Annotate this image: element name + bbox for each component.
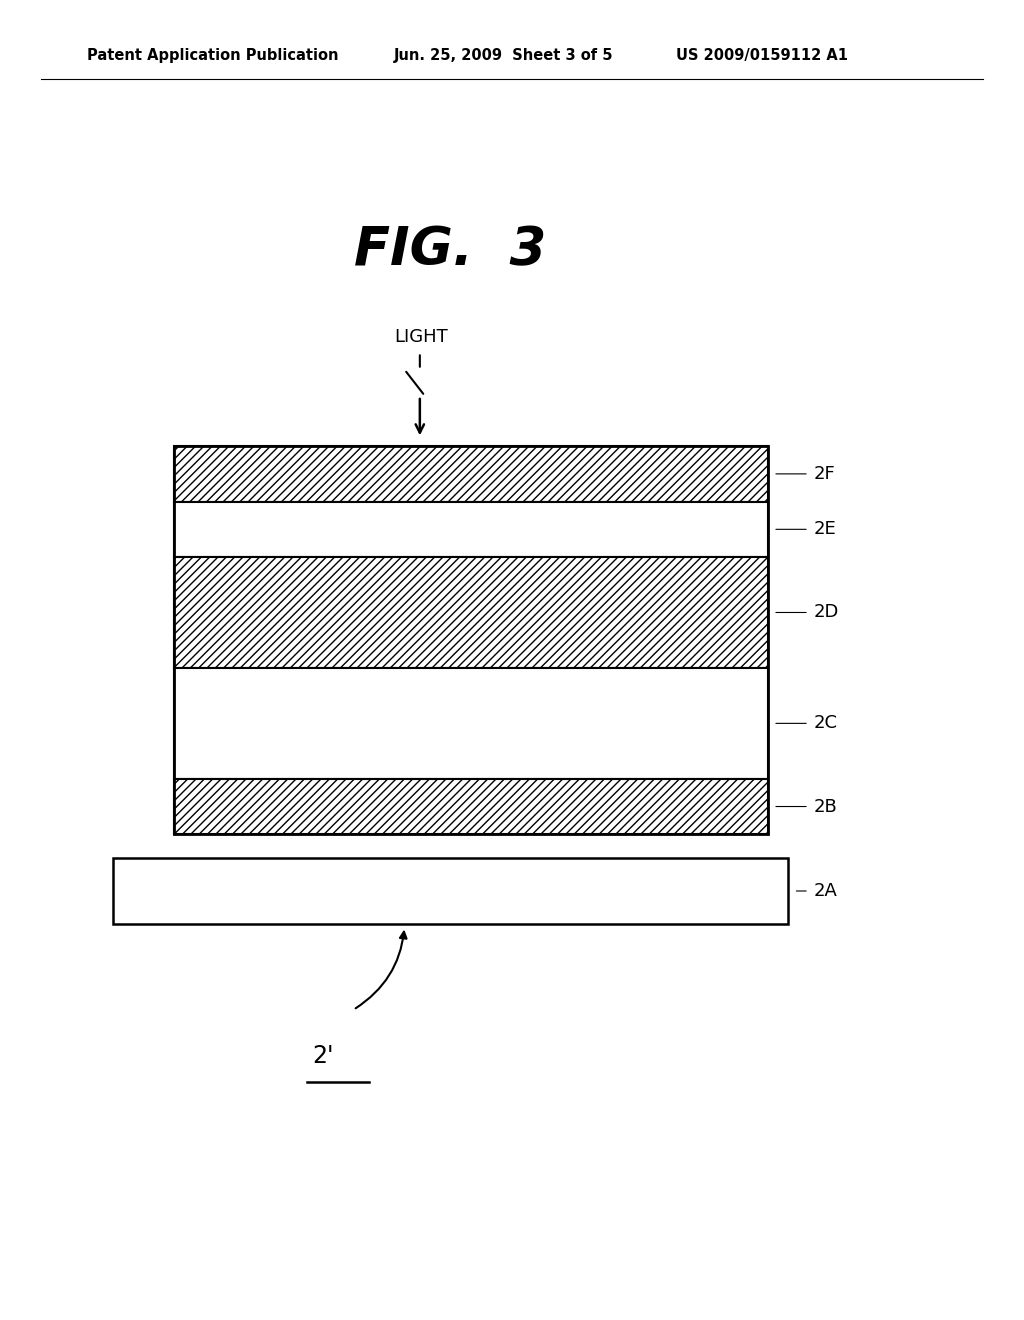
Text: FIG.  3: FIG. 3 [354, 224, 547, 277]
Text: 2A: 2A [814, 882, 838, 900]
Bar [174, 668, 768, 779]
Text: 2D: 2D [814, 603, 840, 622]
Text: US 2009/0159112 A1: US 2009/0159112 A1 [676, 48, 848, 63]
Text: 2E: 2E [814, 520, 837, 539]
Text: Jun. 25, 2009  Sheet 3 of 5: Jun. 25, 2009 Sheet 3 of 5 [394, 48, 613, 63]
Text: LIGHT: LIGHT [394, 327, 447, 346]
Bar [174, 446, 768, 502]
Text: 2': 2' [312, 1044, 334, 1068]
Bar [174, 502, 768, 557]
Bar [113, 858, 788, 924]
Text: 2C: 2C [814, 714, 838, 733]
Text: 2F: 2F [814, 465, 836, 483]
Bar [174, 446, 768, 834]
Text: Patent Application Publication: Patent Application Publication [87, 48, 339, 63]
Bar [174, 779, 768, 834]
Text: 2B: 2B [814, 797, 838, 816]
Bar [174, 557, 768, 668]
